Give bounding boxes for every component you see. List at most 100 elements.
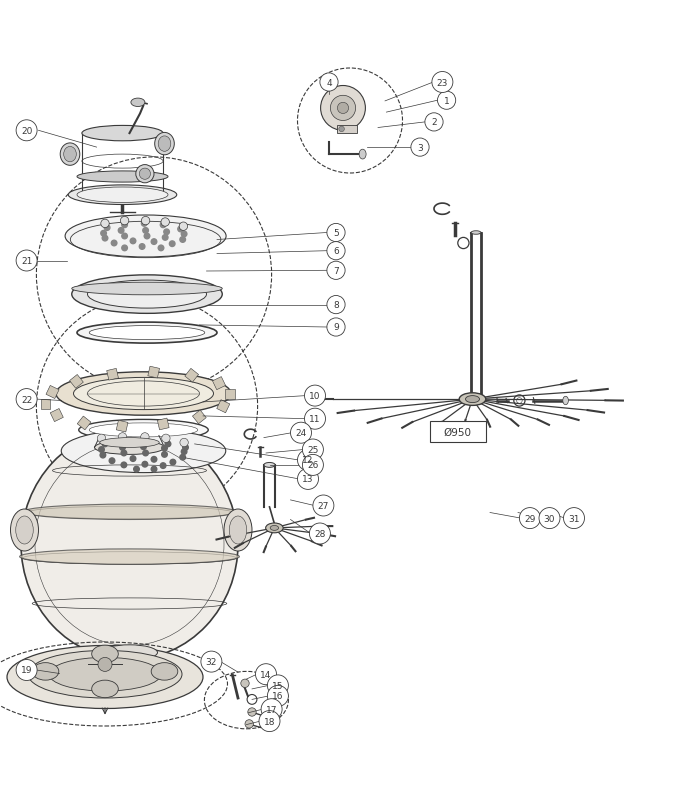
Circle shape xyxy=(162,446,167,452)
Circle shape xyxy=(259,711,280,731)
Bar xyxy=(77,416,91,431)
Circle shape xyxy=(309,524,330,545)
Circle shape xyxy=(144,234,150,240)
Text: 23: 23 xyxy=(437,79,448,87)
Circle shape xyxy=(122,245,127,251)
Ellipse shape xyxy=(49,658,161,691)
Circle shape xyxy=(141,444,146,450)
Ellipse shape xyxy=(266,524,283,533)
Bar xyxy=(225,390,235,399)
Circle shape xyxy=(143,229,148,234)
Ellipse shape xyxy=(139,169,150,180)
Ellipse shape xyxy=(270,526,279,531)
Circle shape xyxy=(97,435,106,443)
Bar xyxy=(116,421,128,432)
Text: 12: 12 xyxy=(302,456,314,465)
Circle shape xyxy=(144,439,150,444)
Circle shape xyxy=(139,245,145,250)
Bar xyxy=(193,411,206,424)
Circle shape xyxy=(432,72,453,93)
Circle shape xyxy=(130,239,136,245)
Circle shape xyxy=(256,664,276,685)
Circle shape xyxy=(104,225,110,231)
Text: 30: 30 xyxy=(544,514,555,523)
Circle shape xyxy=(164,229,169,235)
Ellipse shape xyxy=(131,99,145,107)
Circle shape xyxy=(178,227,183,233)
Ellipse shape xyxy=(94,441,164,455)
Text: 22: 22 xyxy=(21,395,32,404)
Ellipse shape xyxy=(68,186,176,205)
Circle shape xyxy=(425,114,443,132)
Circle shape xyxy=(99,448,104,453)
Circle shape xyxy=(158,245,164,251)
Text: 31: 31 xyxy=(568,514,580,523)
Ellipse shape xyxy=(90,326,204,340)
Text: 7: 7 xyxy=(333,266,339,275)
Ellipse shape xyxy=(459,393,486,406)
Ellipse shape xyxy=(20,549,239,565)
Circle shape xyxy=(165,442,171,448)
Circle shape xyxy=(142,462,148,468)
Circle shape xyxy=(321,87,365,132)
FancyBboxPatch shape xyxy=(430,421,486,442)
Circle shape xyxy=(267,675,288,696)
Text: 6: 6 xyxy=(333,247,339,256)
Circle shape xyxy=(183,445,188,451)
Ellipse shape xyxy=(77,322,217,344)
Circle shape xyxy=(302,455,323,476)
Ellipse shape xyxy=(229,516,246,545)
Circle shape xyxy=(151,467,157,472)
Bar xyxy=(106,369,118,381)
Circle shape xyxy=(123,439,129,444)
Ellipse shape xyxy=(77,188,168,203)
Circle shape xyxy=(141,433,149,442)
Ellipse shape xyxy=(28,650,182,698)
Circle shape xyxy=(101,220,109,229)
Text: 26: 26 xyxy=(307,461,318,470)
Ellipse shape xyxy=(563,397,568,405)
Text: 19: 19 xyxy=(21,666,32,674)
Text: 17: 17 xyxy=(266,705,277,714)
Circle shape xyxy=(411,139,429,157)
Ellipse shape xyxy=(62,430,225,473)
Circle shape xyxy=(170,460,176,465)
Circle shape xyxy=(313,496,334,516)
Ellipse shape xyxy=(78,420,209,441)
Circle shape xyxy=(151,240,157,245)
Circle shape xyxy=(16,251,37,272)
Circle shape xyxy=(102,236,108,241)
Text: 16: 16 xyxy=(272,691,284,700)
Circle shape xyxy=(118,229,124,234)
Circle shape xyxy=(241,679,249,687)
Ellipse shape xyxy=(224,509,252,551)
Ellipse shape xyxy=(32,662,59,680)
Ellipse shape xyxy=(77,172,168,183)
Circle shape xyxy=(298,469,318,490)
Text: 10: 10 xyxy=(309,391,321,401)
Circle shape xyxy=(327,296,345,314)
Ellipse shape xyxy=(155,133,174,156)
Ellipse shape xyxy=(158,136,171,152)
Circle shape xyxy=(564,508,584,529)
Circle shape xyxy=(304,386,326,407)
Circle shape xyxy=(290,423,312,444)
Text: 4: 4 xyxy=(326,79,332,87)
Circle shape xyxy=(134,467,139,472)
Circle shape xyxy=(16,389,37,410)
Circle shape xyxy=(330,96,356,121)
Text: 27: 27 xyxy=(318,501,329,510)
Circle shape xyxy=(248,708,256,716)
Bar xyxy=(158,419,169,431)
Circle shape xyxy=(181,449,187,455)
Circle shape xyxy=(100,453,106,458)
Circle shape xyxy=(120,445,125,451)
Ellipse shape xyxy=(16,516,34,545)
Circle shape xyxy=(118,433,127,442)
Ellipse shape xyxy=(359,150,366,160)
Text: 8: 8 xyxy=(333,301,339,310)
Circle shape xyxy=(181,232,187,237)
Text: 20: 20 xyxy=(21,127,32,136)
Circle shape xyxy=(121,451,127,456)
Circle shape xyxy=(122,223,127,229)
